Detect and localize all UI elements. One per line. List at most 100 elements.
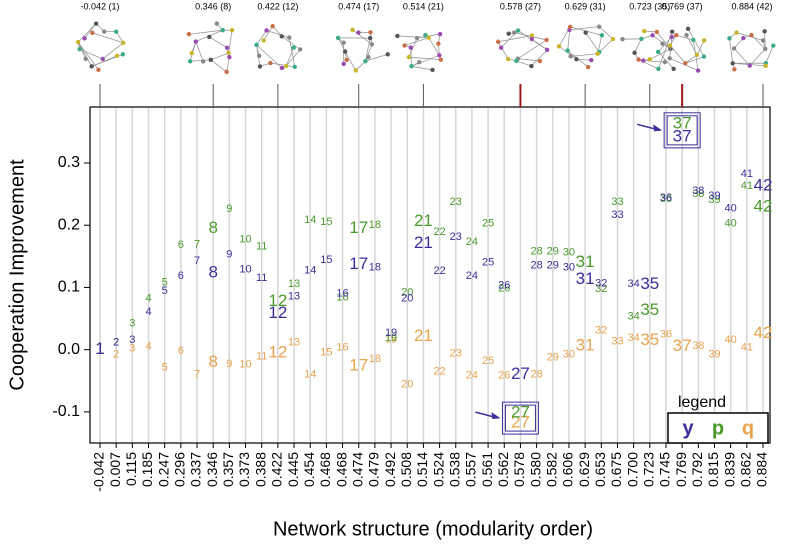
network-node (674, 33, 678, 37)
thumbnail-label: -0.042 (1) (80, 1, 119, 11)
network-node (684, 33, 688, 37)
network-node (565, 48, 569, 52)
network-thumbnail (727, 29, 775, 71)
x-tick-label: 0.884 (754, 452, 770, 487)
point-label: 7 (194, 255, 200, 267)
network-edge (264, 26, 273, 40)
point-label: 32 (595, 324, 607, 336)
network-node (121, 52, 125, 56)
network-node (121, 41, 125, 45)
point-label: 41 (741, 342, 753, 354)
network-node (409, 45, 413, 49)
network-node (225, 46, 229, 50)
thumbnail-label: 0.629 (31) (565, 1, 606, 11)
network-node (586, 65, 590, 69)
x-tick-label: 0.700 (624, 452, 640, 487)
network-node (368, 36, 372, 40)
network-node (611, 37, 615, 41)
network-node (589, 58, 593, 62)
network-edge (635, 39, 642, 53)
network-node (439, 57, 443, 61)
network-node (291, 45, 295, 49)
network-node (639, 37, 643, 41)
point-label: 38 (692, 340, 704, 352)
point-label: 11 (256, 350, 267, 362)
point-label: 28 (530, 260, 542, 272)
network-node (506, 31, 510, 35)
point-label: 18 (369, 261, 381, 273)
point-label: 4 (145, 340, 151, 352)
point-label: 6 (178, 345, 184, 357)
point-label: 23 (450, 231, 462, 243)
point-label: 26 (498, 370, 510, 382)
thumbnail-label: 0.422 (12) (257, 1, 298, 11)
x-tick-label: 0.479 (366, 452, 382, 487)
network-node (77, 47, 81, 51)
point-label: 40 (725, 202, 737, 214)
network-edge (92, 33, 123, 43)
network-node (696, 68, 700, 72)
network-thumbnail (76, 21, 126, 72)
point-label: 30 (563, 349, 575, 361)
point-label: 21 (414, 326, 433, 345)
network-node (363, 59, 367, 63)
point-label: 41 (741, 180, 753, 192)
network-thumbnail (557, 24, 615, 69)
x-tick-label: 0.538 (446, 452, 462, 487)
network-node (280, 66, 284, 70)
network-node (650, 33, 654, 37)
point-label: 15 (320, 216, 332, 228)
point-label: 28 (530, 368, 542, 380)
network-node (430, 68, 434, 72)
network-edge (227, 57, 230, 72)
point-label: 39 (708, 349, 720, 361)
network-node (656, 67, 660, 71)
point-label: 35 (640, 330, 659, 349)
network-node (187, 32, 191, 36)
network-edge (409, 57, 441, 59)
legend-entry: p (712, 417, 724, 439)
x-tick-label: 0.508 (398, 452, 414, 487)
network-node (221, 28, 225, 32)
network-node (544, 38, 548, 42)
point-label: 22 (433, 365, 445, 377)
plot-frame (90, 107, 770, 443)
point-label: 24 (466, 270, 478, 282)
x-tick-label: 0.578 (511, 452, 527, 487)
x-tick-label: 0.769 (673, 452, 689, 487)
point-label: 36 (660, 329, 672, 341)
point-label: 16 (336, 288, 348, 300)
point-label: 40 (725, 217, 737, 229)
x-tick-label: 0.247 (155, 452, 171, 487)
point-label: 33 (611, 196, 623, 208)
network-node (727, 36, 731, 40)
network-node (642, 29, 646, 33)
network-edge (531, 50, 547, 66)
point-label: 17 (349, 254, 368, 273)
network-node (402, 43, 406, 47)
network-node (209, 58, 213, 62)
network-node (101, 57, 105, 61)
network-node (648, 57, 652, 61)
network-node (732, 46, 736, 50)
network-node (584, 31, 588, 35)
point-label: 14 (304, 214, 316, 226)
point-label: 8 (208, 352, 217, 371)
x-tick-label: 0.839 (721, 452, 737, 487)
point-label: 34 (628, 332, 640, 344)
network-node (749, 33, 753, 37)
y-tick-label: -0.1 (52, 403, 80, 420)
x-tick-label: 0.723 (641, 452, 657, 487)
point-label: 30 (563, 261, 575, 273)
point-label: 27 (511, 364, 530, 383)
point-label: 8 (208, 218, 217, 237)
network-node (427, 35, 431, 39)
point-label: 11 (256, 272, 267, 284)
network-edge (411, 55, 439, 66)
point-label: 17 (349, 218, 368, 237)
network-node (512, 30, 516, 34)
network-node (686, 27, 690, 31)
point-label: 13 (288, 291, 300, 303)
network-node (368, 30, 372, 34)
network-thumbnail (496, 28, 549, 68)
